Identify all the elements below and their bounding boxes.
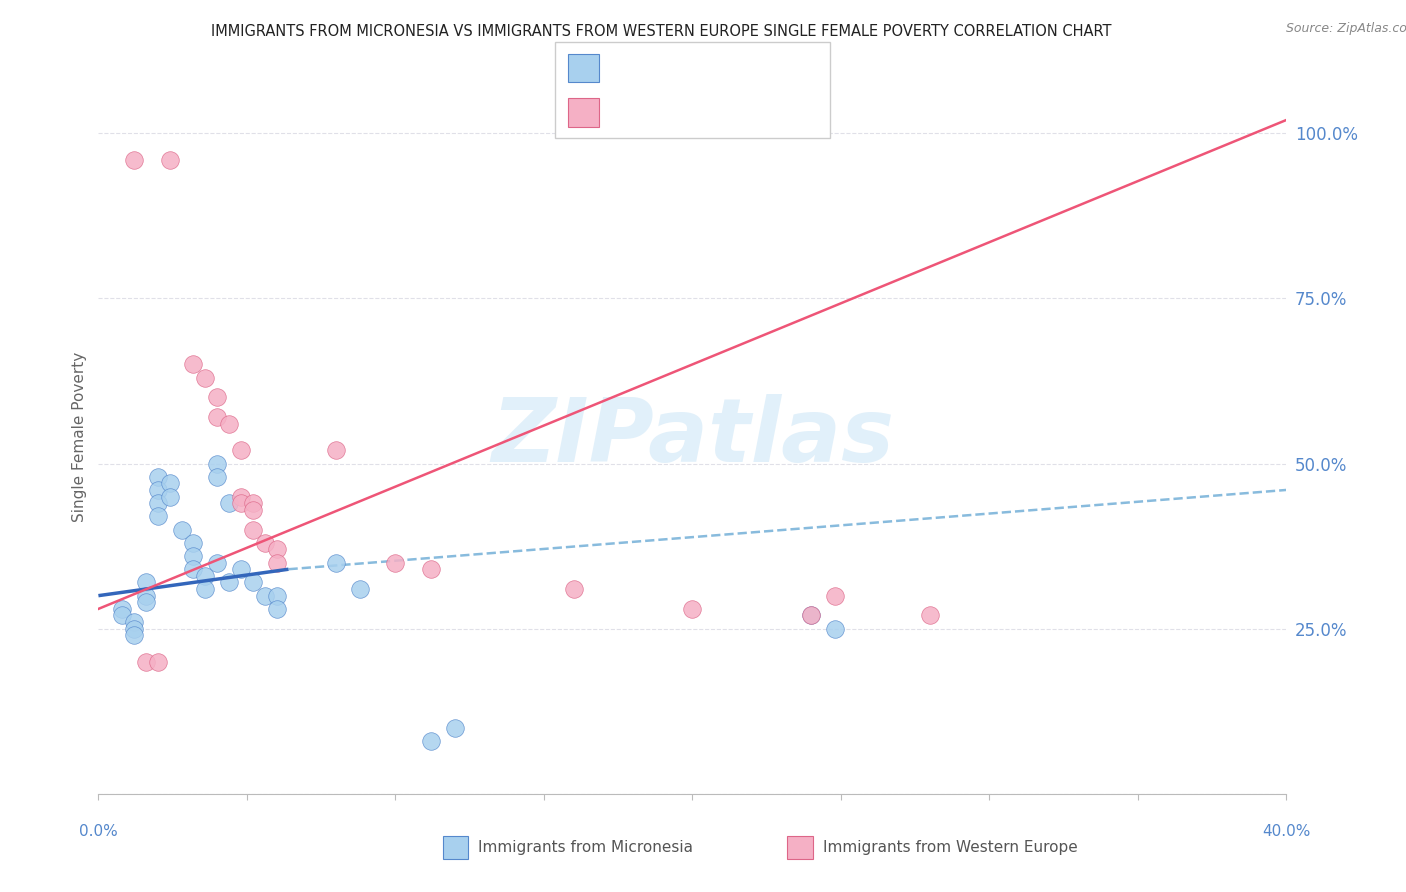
Point	[122, 628, 145, 642]
Point	[920, 608, 942, 623]
Point	[122, 615, 145, 629]
Point	[681, 602, 703, 616]
Point	[194, 582, 217, 596]
Text: Immigrants from Micronesia: Immigrants from Micronesia	[478, 840, 693, 855]
Point	[183, 549, 205, 563]
Point	[146, 496, 169, 510]
Point	[325, 556, 347, 570]
Point	[205, 469, 228, 483]
Point	[266, 542, 288, 557]
Text: ZIPatlas: ZIPatlas	[491, 393, 894, 481]
Text: 0.103: 0.103	[644, 59, 696, 77]
Point	[111, 608, 134, 623]
Point	[824, 622, 846, 636]
Point	[205, 391, 228, 405]
Point	[135, 575, 157, 590]
Point	[218, 496, 240, 510]
Text: N =: N =	[714, 103, 751, 121]
Text: R =: R =	[613, 103, 650, 121]
Point	[242, 523, 264, 537]
Point	[135, 595, 157, 609]
Point	[420, 734, 443, 748]
Point	[824, 589, 846, 603]
Point	[159, 490, 181, 504]
Point	[266, 556, 288, 570]
Point	[205, 410, 228, 425]
Point	[229, 443, 252, 458]
Point	[562, 582, 585, 596]
Point	[242, 496, 264, 510]
Point	[194, 370, 217, 384]
Point	[325, 443, 347, 458]
Point	[194, 569, 217, 583]
Point	[229, 490, 252, 504]
Point	[205, 556, 228, 570]
Point	[800, 608, 823, 623]
Point	[229, 562, 252, 576]
Point	[111, 602, 134, 616]
Text: Immigrants from Western Europe: Immigrants from Western Europe	[823, 840, 1077, 855]
Point	[146, 469, 169, 483]
Point	[218, 417, 240, 431]
Point	[135, 655, 157, 669]
Text: IMMIGRANTS FROM MICRONESIA VS IMMIGRANTS FROM WESTERN EUROPE SINGLE FEMALE POVER: IMMIGRANTS FROM MICRONESIA VS IMMIGRANTS…	[211, 24, 1111, 38]
Point	[242, 575, 264, 590]
Text: 26: 26	[742, 103, 765, 121]
Point	[146, 655, 169, 669]
Point	[253, 589, 276, 603]
Text: 40.0%: 40.0%	[1263, 824, 1310, 838]
Point	[170, 523, 193, 537]
Point	[159, 153, 181, 167]
Text: 0.616: 0.616	[644, 103, 696, 121]
Point	[146, 483, 169, 497]
Point	[266, 589, 288, 603]
Point	[159, 476, 181, 491]
Point	[146, 509, 169, 524]
Text: 0.0%: 0.0%	[79, 824, 118, 838]
Point	[218, 575, 240, 590]
Point	[384, 556, 406, 570]
Point	[183, 536, 205, 550]
Text: 36: 36	[742, 59, 765, 77]
Point	[443, 721, 465, 735]
Point	[183, 562, 205, 576]
Point	[205, 457, 228, 471]
Text: R =: R =	[613, 59, 650, 77]
Point	[800, 608, 823, 623]
Point	[253, 536, 276, 550]
Point	[349, 582, 371, 596]
Text: N =: N =	[714, 59, 751, 77]
Point	[266, 602, 288, 616]
Point	[122, 153, 145, 167]
Point	[183, 358, 205, 372]
Point	[229, 496, 252, 510]
Point	[135, 589, 157, 603]
Point	[242, 502, 264, 516]
Y-axis label: Single Female Poverty: Single Female Poverty	[72, 352, 87, 522]
Point	[122, 622, 145, 636]
Point	[420, 562, 443, 576]
Text: Source: ZipAtlas.com: Source: ZipAtlas.com	[1286, 22, 1406, 35]
